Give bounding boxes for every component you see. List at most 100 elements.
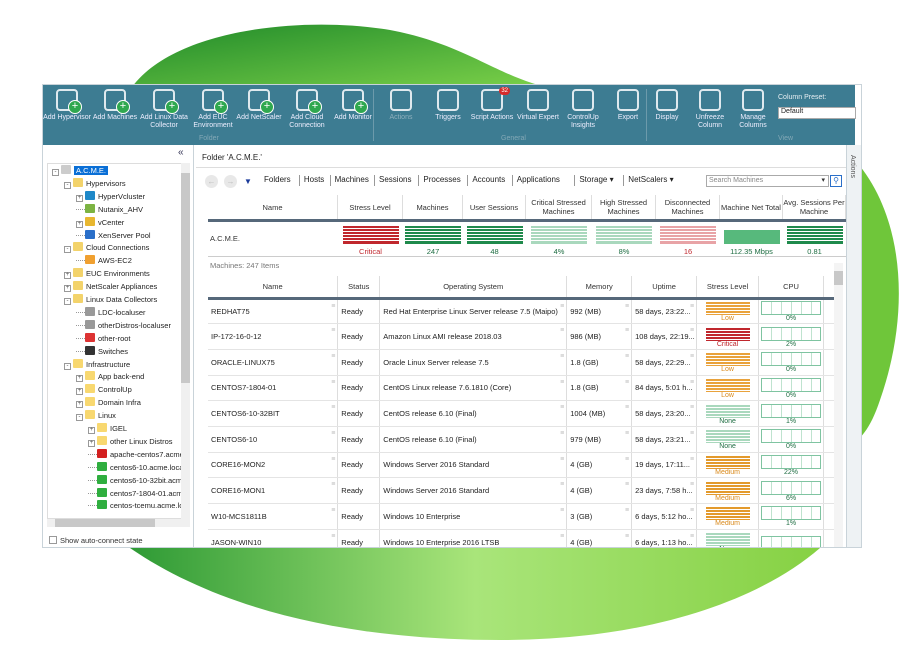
summary-header[interactable]: High Stressed Machines — [592, 195, 656, 219]
tree-hscrollbar[interactable] — [47, 519, 190, 527]
column-menu-icon[interactable]: ≡ — [331, 378, 336, 386]
table-row[interactable]: IP-172-16-0-12 ≡ Ready Amazon Linux AMI rel… — [208, 323, 834, 350]
column-menu-icon[interactable]: ≡ — [625, 507, 630, 514]
column-menu-icon[interactable]: ≡ — [560, 481, 565, 489]
tree-item[interactable]: - Hypervisors — [64, 177, 126, 190]
tree-item[interactable]: otherDistros-localuser — [76, 319, 171, 332]
expand-toggle[interactable]: + — [76, 220, 83, 228]
tree-item[interactable]: XenServer Pool — [76, 229, 151, 242]
column-menu-icon[interactable]: ≡ — [331, 429, 336, 437]
script-button[interactable]: 32 Script Actions — [468, 87, 516, 122]
table-row[interactable]: CORE16-MON2 ≡ Ready Windows Server 2016 Sta… — [208, 452, 834, 479]
add-machines-button[interactable]: Add Machines — [91, 89, 139, 122]
tree-item[interactable]: - Linux Data Collectors — [64, 293, 157, 306]
summary-header[interactable]: Critical Stressed Machines — [526, 195, 592, 219]
add-monitor-button[interactable]: Add Monitor — [329, 89, 377, 122]
manage-columns-button[interactable]: Manage Columns — [729, 89, 777, 130]
expand-toggle[interactable]: - — [64, 181, 71, 189]
column-menu-icon[interactable]: ≡ — [625, 378, 630, 386]
column-menu-icon[interactable]: ≡ — [690, 378, 695, 386]
tree-item[interactable]: centos6-10.acme.local — [88, 461, 182, 474]
expand-toggle[interactable]: - — [52, 169, 59, 176]
nav-applications[interactable]: Applications — [516, 175, 560, 184]
expand-toggle[interactable]: + — [64, 272, 71, 280]
tree-item[interactable]: centos7-1804-01.acme — [88, 487, 182, 500]
column-menu-icon[interactable]: ≡ — [331, 532, 336, 540]
column-header[interactable]: Operating System — [379, 276, 568, 300]
search-icon[interactable]: ⚲ — [830, 175, 842, 187]
history-dropdown-icon[interactable]: ▼ — [244, 177, 252, 186]
table-row[interactable]: W10-MCS1811B ≡ Ready Windows 10 Enterprise ≡… — [208, 503, 834, 530]
tree-item[interactable]: centos-tcemu.acme.loc — [88, 499, 182, 512]
nav-folders[interactable]: Folders — [264, 175, 291, 184]
tree-item[interactable]: Switches — [76, 345, 128, 358]
add-cloud-button[interactable]: Add Cloud Connection — [283, 89, 331, 130]
tree-item[interactable]: Nutanix_AHV — [76, 203, 143, 216]
column-menu-icon[interactable]: ≡ — [625, 302, 630, 310]
column-menu-icon[interactable]: ≡ — [625, 352, 630, 360]
search-input[interactable]: Search Machines — [709, 177, 764, 184]
expand-toggle[interactable]: + — [76, 194, 83, 202]
table-row[interactable]: CORE16-MON1 ≡ Ready Windows Server 2016 Sta… — [208, 477, 834, 504]
tree-item[interactable]: apache-centos7.acme — [88, 448, 182, 461]
column-menu-icon[interactable]: ≡ — [625, 481, 630, 489]
column-header[interactable]: CPU — [758, 276, 825, 300]
display-button[interactable]: Display — [643, 89, 691, 122]
nav-hosts[interactable]: Hosts — [303, 175, 325, 184]
column-menu-icon[interactable]: ≡ — [625, 404, 630, 412]
tree-item[interactable]: + IGEL — [88, 422, 127, 435]
nav-machines[interactable]: Machines — [334, 175, 369, 184]
tree-item[interactable]: + Domain Infra — [76, 396, 141, 409]
tree-item[interactable]: - Linux — [76, 409, 116, 422]
column-menu-icon[interactable]: ≡ — [625, 429, 630, 437]
nav-storage[interactable]: Storage ▾ — [579, 175, 614, 184]
table-row[interactable]: CENTOS7-1804-01 ≡ Ready CentOS Linux releas… — [208, 375, 834, 402]
add-linux-button[interactable]: Add Linux Data Collector — [140, 89, 188, 130]
table-row[interactable]: CENTOS6-10 ≡ Ready CentOS release 6.10 (Fin… — [208, 426, 834, 453]
table-row[interactable]: JASON-WIN10 ≡ Ready Windows 10 Enterprise 2… — [208, 529, 834, 547]
collapse-panel-button[interactable]: « — [178, 147, 184, 158]
nav-netscalers[interactable]: NetScalers ▾ — [628, 175, 674, 184]
column-menu-icon[interactable]: ≡ — [690, 327, 695, 335]
column-menu-icon[interactable]: ≡ — [690, 404, 695, 412]
column-menu-icon[interactable]: ≡ — [625, 455, 630, 463]
actions-side-tab[interactable]: Actions — [846, 145, 861, 547]
summary-header[interactable]: Machines — [403, 195, 463, 219]
table-row[interactable]: CENTOS6-10-32BIT ≡ Ready CentOS release 6.1… — [208, 400, 834, 427]
column-menu-icon[interactable]: ≡ — [331, 455, 336, 463]
column-preset-select[interactable]: Default — [778, 107, 856, 119]
unfreeze-button[interactable]: Unfreeze Column — [686, 89, 734, 130]
search-box[interactable]: Search Machines ▾ — [706, 175, 829, 187]
tree-item[interactable]: LDC-localuser — [76, 306, 146, 319]
tree-scrollbar[interactable] — [181, 163, 190, 519]
expand-toggle[interactable]: + — [88, 427, 95, 434]
column-menu-icon[interactable]: ≡ — [560, 507, 565, 514]
column-menu-icon[interactable]: ≡ — [690, 532, 695, 540]
expand-toggle[interactable]: + — [64, 285, 71, 293]
summary-header[interactable]: Stress Level — [338, 195, 403, 219]
tree-item[interactable]: + HyperVcluster — [76, 190, 145, 203]
column-menu-icon[interactable]: ≡ — [690, 481, 695, 489]
column-menu-icon[interactable]: ≡ — [560, 404, 565, 412]
insights-button[interactable]: ControlUp Insights — [559, 89, 607, 130]
tree-item[interactable]: - A.C.M.E. — [52, 164, 109, 177]
add-hypervisor-button[interactable]: Add Hypervisor — [43, 89, 91, 122]
tree-item[interactable]: + NetScaler Appliances — [64, 280, 157, 293]
column-menu-icon[interactable]: ≡ — [625, 327, 630, 335]
column-menu-icon[interactable]: ≡ — [560, 455, 565, 463]
gear-button[interactable]: Actions — [377, 89, 425, 122]
summary-header[interactable]: Machine Net Total — [720, 195, 783, 219]
auto-connect-checkbox[interactable] — [49, 536, 57, 544]
column-menu-icon[interactable]: ≡ — [560, 302, 565, 310]
tree-item[interactable]: other-root — [76, 332, 131, 345]
table-row[interactable]: REDHAT75 ≡ Ready Red Hat Enterprise Linux S… — [208, 298, 834, 325]
column-menu-icon[interactable]: ≡ — [331, 302, 336, 310]
nav-sessions[interactable]: Sessions — [379, 175, 412, 184]
column-header[interactable]: Memory — [566, 276, 633, 300]
column-menu-icon[interactable]: ≡ — [560, 532, 565, 540]
summary-header[interactable]: Avg. Sessions Per Machine — [783, 195, 846, 219]
add-netscaler-button[interactable]: Add NetScaler — [235, 89, 283, 122]
column-header[interactable] — [823, 276, 834, 300]
tree-item[interactable]: + App back-end — [76, 370, 144, 383]
column-menu-icon[interactable]: ≡ — [331, 404, 336, 412]
